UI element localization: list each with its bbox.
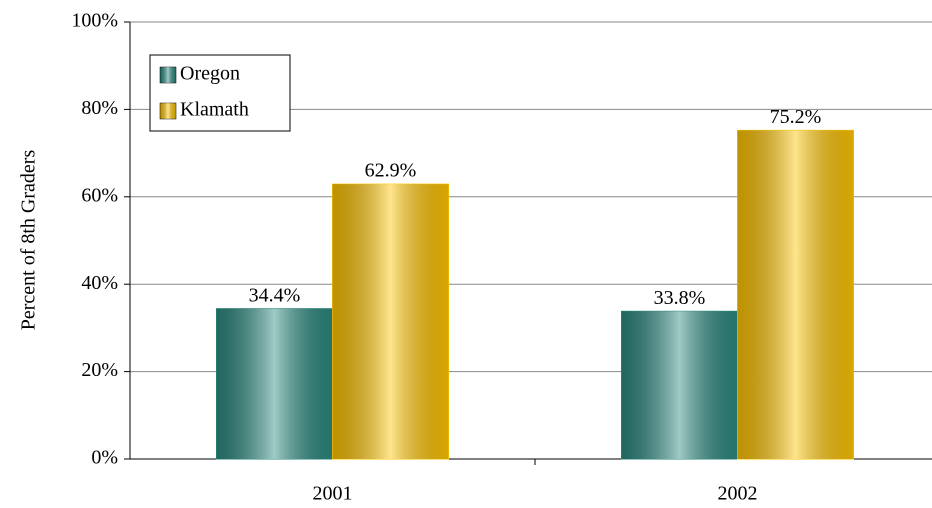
value-label: 75.2% — [770, 106, 822, 128]
y-tick-label: 100% — [71, 10, 118, 32]
y-tick-label: 20% — [81, 359, 118, 381]
y-axis-label: Percent of 8th Graders — [18, 150, 40, 331]
y-tick-label: 80% — [81, 97, 118, 119]
y-tick-label: 0% — [91, 447, 118, 469]
y-tick-label: 40% — [81, 272, 118, 294]
bar-shine — [621, 311, 738, 459]
value-label: 33.8% — [654, 287, 706, 309]
x-tick-label: 2002 — [718, 483, 758, 505]
bar-shine — [332, 184, 449, 459]
legend-swatch-shine — [160, 103, 176, 119]
value-label: 62.9% — [365, 160, 417, 182]
bar-shine — [737, 130, 854, 459]
legend-label: Oregon — [180, 63, 240, 85]
legend-swatch-shine — [160, 67, 176, 83]
x-tick-label: 2001 — [313, 483, 353, 505]
y-tick-label: 60% — [81, 184, 118, 206]
legend-label: Klamath — [180, 99, 249, 121]
value-label: 34.4% — [249, 284, 301, 306]
bar-shine — [216, 308, 333, 459]
